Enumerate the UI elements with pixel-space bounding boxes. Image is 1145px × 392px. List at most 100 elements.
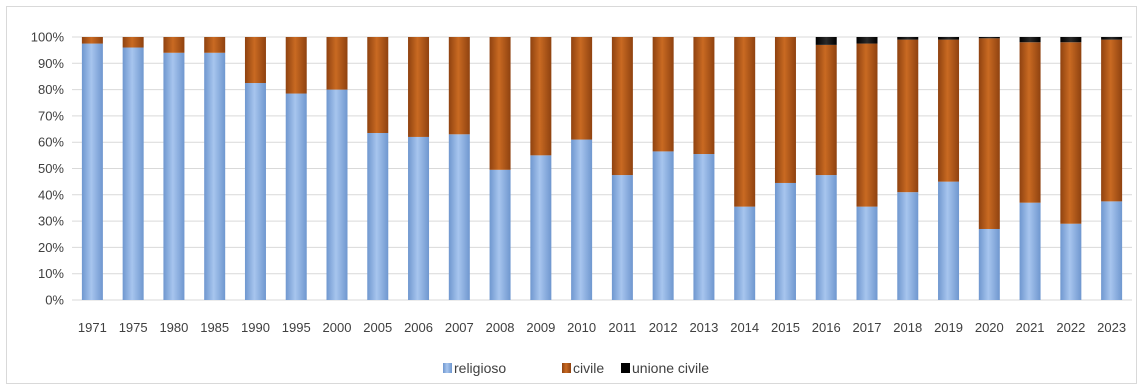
x-tick-label: 2021: [1016, 320, 1045, 335]
bar-civile-2015: [774, 37, 796, 183]
y-tick-label: 80%: [38, 82, 64, 97]
bar-civile-2000: [326, 37, 348, 90]
x-tick-label: 2023: [1097, 320, 1126, 335]
bar-unione-civile-2023: [1101, 37, 1123, 40]
x-tick-label: 2012: [649, 320, 678, 335]
bar-unione-civile-2019: [938, 37, 960, 40]
bar-civile-1980: [163, 37, 185, 53]
bar-civile-2005: [367, 37, 389, 133]
bar-religioso-2021: [1019, 202, 1041, 300]
bar-civile-2006: [408, 37, 430, 137]
bar-civile-1995: [285, 37, 307, 94]
bar-civile-2018: [897, 39, 919, 193]
bar-civile-1971: [81, 37, 103, 44]
y-tick-label: 90%: [38, 56, 64, 71]
x-tick-label: 2006: [404, 320, 433, 335]
bar-religioso-2000: [326, 89, 348, 300]
x-tick-label: 1975: [119, 320, 148, 335]
bar-religioso-2006: [408, 136, 430, 300]
bar-religioso-2017: [856, 206, 878, 300]
x-tick-label: 1980: [159, 320, 188, 335]
y-tick-label: 70%: [38, 108, 64, 123]
y-tick-label: 30%: [38, 214, 64, 229]
bar-unione-civile-2018: [897, 37, 919, 40]
bar-civile-2023: [1101, 39, 1123, 202]
y-tick-label: 40%: [38, 187, 64, 202]
bar-religioso-2020: [978, 228, 1000, 300]
x-tick-label: 1990: [241, 320, 270, 335]
x-tick-label: 2015: [771, 320, 800, 335]
x-tick-label: 2020: [975, 320, 1004, 335]
bar-unione-civile-2016: [815, 37, 837, 45]
bar-religioso-2011: [611, 175, 633, 300]
bar-religioso-2009: [530, 155, 552, 300]
x-tick-label: 1995: [282, 320, 311, 335]
bar-unione-civile-2020: [978, 37, 1000, 39]
bar-civile-2007: [448, 37, 470, 135]
bar-civile-2012: [652, 37, 674, 152]
legend-label-civile: civile: [573, 360, 604, 376]
y-tick-label: 0%: [45, 293, 64, 308]
x-tick-label: 1985: [200, 320, 229, 335]
bar-religioso-2012: [652, 151, 674, 300]
bar-civile-2020: [978, 38, 1000, 229]
x-tick-label: 2013: [689, 320, 718, 335]
bar-religioso-1985: [204, 52, 226, 300]
legend-swatch-religioso: [443, 363, 452, 373]
bar-unione-civile-2022: [1060, 37, 1082, 43]
x-tick-label: 2022: [1056, 320, 1085, 335]
bar-civile-2014: [734, 37, 756, 207]
bar-religioso-1975: [122, 47, 144, 300]
x-tick-label: 2017: [853, 320, 882, 335]
bar-civile-1990: [244, 37, 266, 84]
bar-civile-2009: [530, 37, 552, 156]
bar-religioso-2023: [1101, 201, 1123, 300]
legend-label-unione-civile: unione civile: [632, 360, 709, 376]
x-tick-label: 2009: [526, 320, 555, 335]
x-tick-label: 1971: [78, 320, 107, 335]
bar-civile-2013: [693, 37, 715, 155]
y-tick-label: 10%: [38, 266, 64, 281]
x-tick-label: 2011: [608, 320, 636, 335]
bar-religioso-2019: [938, 181, 960, 300]
y-tick-label: 100%: [31, 30, 65, 45]
bar-religioso-1980: [163, 52, 185, 300]
bar-civile-2008: [489, 37, 511, 170]
bar-religioso-2014: [734, 206, 756, 300]
bar-civile-2019: [938, 39, 960, 182]
x-tick-label: 2019: [934, 320, 963, 335]
x-tick-label: 2007: [445, 320, 474, 335]
bar-religioso-2015: [774, 182, 796, 300]
bar-religioso-1990: [244, 83, 266, 301]
x-tick-label: 2014: [730, 320, 759, 335]
bar-religioso-2008: [489, 169, 511, 300]
bar-religioso-2018: [897, 192, 919, 300]
y-tick-label: 50%: [38, 161, 64, 176]
legend-label-religioso: religioso: [454, 360, 506, 376]
bar-religioso-1995: [285, 93, 307, 300]
bar-civile-2021: [1019, 42, 1041, 203]
bar-unione-civile-2021: [1019, 37, 1041, 43]
x-tick-label: 2005: [363, 320, 392, 335]
bar-civile-2010: [571, 37, 593, 140]
bar-religioso-2005: [367, 132, 389, 300]
x-tick-label: 2016: [812, 320, 841, 335]
legend-swatch-unione-civile: [621, 363, 630, 373]
x-tick-label: 2018: [893, 320, 922, 335]
y-tick-label: 60%: [38, 135, 64, 150]
y-tick-label: 20%: [38, 240, 64, 255]
x-tick-label: 2008: [486, 320, 515, 335]
bar-religioso-2016: [815, 175, 837, 300]
bar-religioso-2007: [448, 134, 470, 300]
bar-religioso-1971: [81, 43, 103, 300]
bar-civile-2011: [611, 37, 633, 176]
legend-swatch-civile: [562, 363, 571, 373]
bar-unione-civile-2017: [856, 37, 878, 44]
bar-religioso-2022: [1060, 223, 1082, 300]
bar-civile-1975: [122, 37, 144, 48]
bar-civile-2022: [1060, 42, 1082, 224]
bar-religioso-2013: [693, 154, 715, 300]
bar-civile-2017: [856, 43, 878, 207]
x-tick-label: 2000: [323, 320, 352, 335]
